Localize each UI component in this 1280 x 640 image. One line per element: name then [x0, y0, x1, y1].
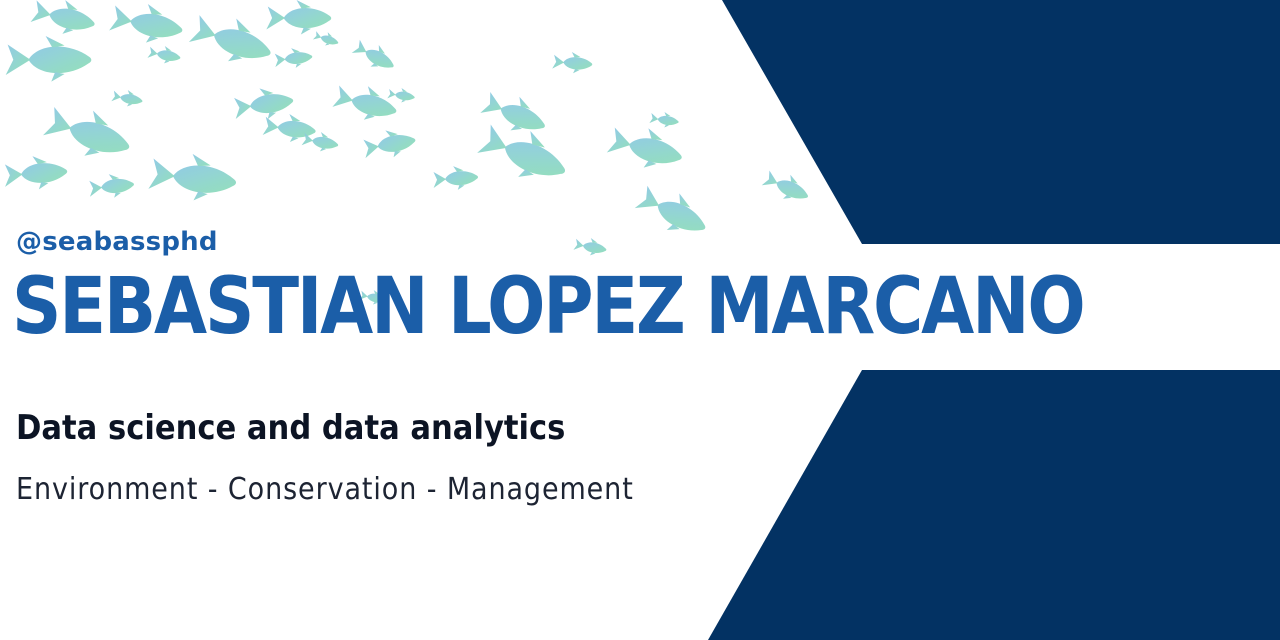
fish-icon [29, 0, 99, 40]
navy-chevron-top [722, 0, 1280, 244]
fish-icon [551, 50, 594, 75]
fish-icon [110, 87, 144, 109]
fish-icon [350, 35, 400, 77]
fish-icon [146, 43, 182, 67]
page-title: SEBASTIAN LOPEZ MARCANO [12, 262, 1086, 352]
tagline: Data science and data analytics [16, 408, 566, 448]
fish-icon [632, 178, 714, 245]
fish-icon [108, 0, 186, 49]
fish-icon [478, 85, 552, 142]
fish-icon [186, 6, 278, 74]
fish-icon [147, 149, 239, 205]
navy-chevron-bottom [708, 370, 1280, 640]
fish-icon [386, 86, 416, 105]
subtitle: Environment - Conservation - Management [16, 472, 634, 507]
fish-icon [432, 164, 479, 192]
fish-icon [312, 28, 341, 50]
fish-icon [3, 153, 69, 192]
fish-icon [361, 125, 418, 163]
fish-icon [87, 171, 136, 201]
fish-icon [231, 83, 296, 124]
fish-school-icon [3, 0, 814, 307]
fish-icon [266, 0, 332, 35]
fish-icon [5, 36, 92, 82]
fish-icon [331, 79, 401, 127]
fish-icon [273, 46, 314, 71]
fish-icon [572, 235, 608, 259]
fish-icon [40, 98, 137, 169]
fish-icon [760, 165, 814, 208]
fish-icon [649, 110, 680, 130]
fish-icon [605, 119, 687, 176]
twitter-handle: @seabassphd [16, 227, 218, 257]
